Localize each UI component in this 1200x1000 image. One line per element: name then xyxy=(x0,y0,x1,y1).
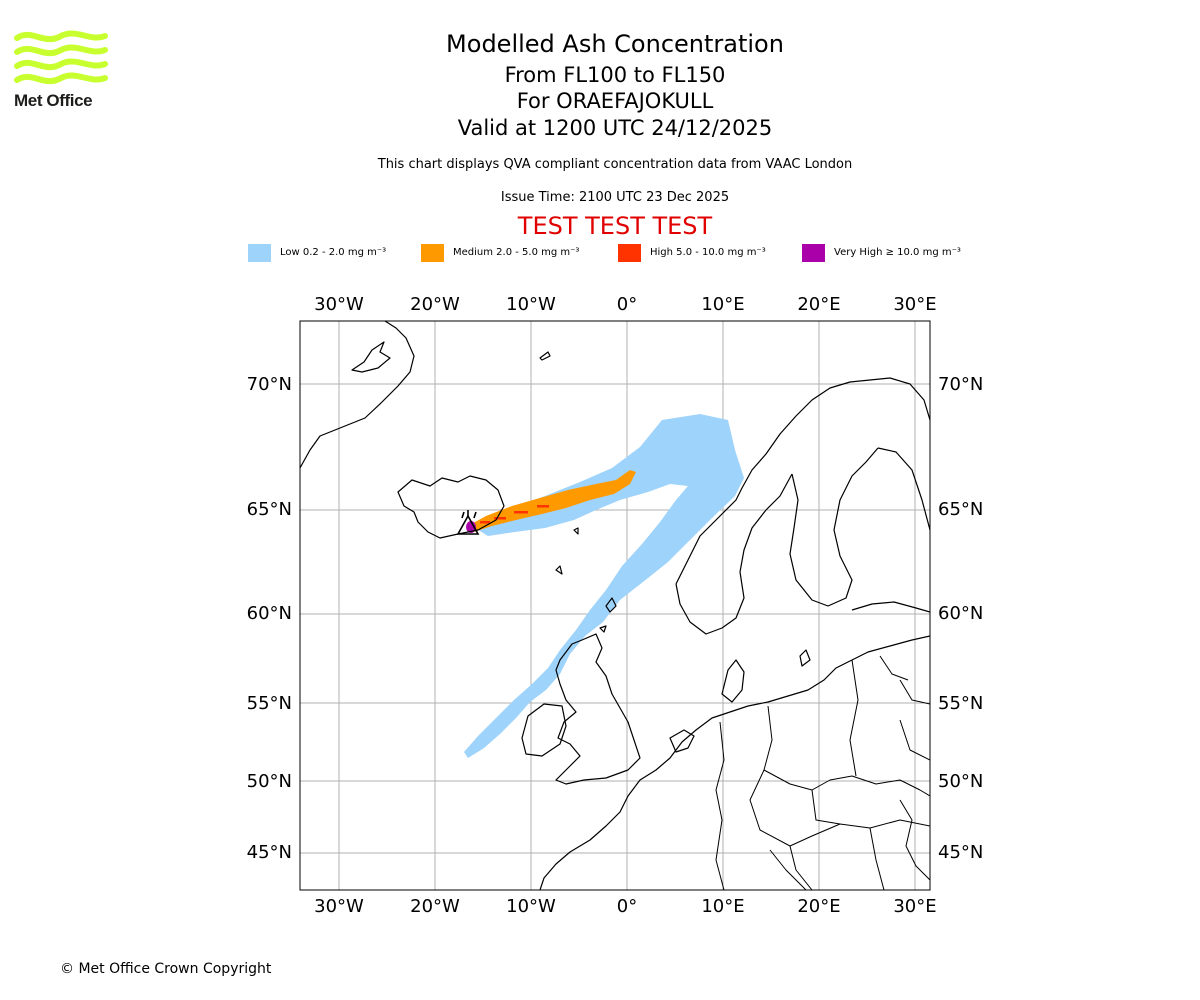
flight-levels: From FL100 to FL150 xyxy=(504,63,726,87)
lon-label-10w-bottom: 10°W xyxy=(506,896,556,917)
lon-label-20e: 20°E xyxy=(797,294,840,315)
legend-label-medium: Medium 2.0 - 5.0 mg m⁻³ xyxy=(453,247,580,258)
lon-label-30w: 30°W xyxy=(314,294,364,315)
lon-labels-bottom: 30°W 20°W 10°W 0° 10°E 20°E 30°E xyxy=(314,896,936,917)
legend-swatch-high xyxy=(618,244,641,262)
legend-swatch-low xyxy=(248,244,271,262)
lon-label-10e-bottom: 10°E xyxy=(701,896,744,917)
logo-wordmark: Met Office xyxy=(14,91,93,110)
lat-label-60n: 60°N xyxy=(247,603,292,624)
lon-label-0-bottom: 0° xyxy=(617,896,637,917)
legend-swatch-medium xyxy=(421,244,444,262)
compliance-note: This chart displays QVA compliant concen… xyxy=(377,157,853,172)
test-banner: TEST TEST TEST xyxy=(517,212,713,240)
ash-plume-very-high xyxy=(466,521,476,533)
issue-time: Issue Time: 2100 UTC 23 Dec 2025 xyxy=(500,190,730,205)
lat-label-45n-right: 45°N xyxy=(938,842,983,863)
lat-label-65n-right: 65°N xyxy=(938,499,983,520)
lon-label-10e: 10°E xyxy=(701,294,744,315)
lat-label-70n-right: 70°N xyxy=(938,374,983,395)
legend-label-low: Low 0.2 - 2.0 mg m⁻³ xyxy=(280,247,387,258)
lat-labels-right: 70°N 65°N 60°N 55°N 50°N 45°N xyxy=(938,374,983,863)
lon-label-0: 0° xyxy=(617,294,637,315)
lat-label-50n: 50°N xyxy=(247,771,292,792)
lat-labels-left: 70°N 65°N 60°N 55°N 50°N 45°N xyxy=(247,374,292,863)
volcano-icon xyxy=(456,510,480,535)
ash-plume-high xyxy=(480,505,549,524)
lat-label-55n-right: 55°N xyxy=(938,693,983,714)
map-frame xyxy=(299,320,931,891)
copyright-notice: © Met Office Crown Copyright xyxy=(60,961,272,977)
coastlines xyxy=(300,321,930,890)
lon-label-30w-bottom: 30°W xyxy=(314,896,364,917)
chart-title: Modelled Ash Concentration xyxy=(446,30,784,58)
lat-label-45n: 45°N xyxy=(247,842,292,863)
lat-label-70n: 70°N xyxy=(247,374,292,395)
lon-label-20e-bottom: 20°E xyxy=(797,896,840,917)
lon-label-30e: 30°E xyxy=(893,294,936,315)
legend-label-very-high: Very High ≥ 10.0 mg m⁻³ xyxy=(834,247,961,258)
lon-label-10w: 10°W xyxy=(506,294,556,315)
met-office-logo xyxy=(14,30,108,85)
lon-label-30e-bottom: 30°E xyxy=(893,896,936,917)
valid-time: Valid at 1200 UTC 24/12/2025 xyxy=(457,116,773,140)
map-gridlines xyxy=(300,321,930,890)
lon-label-20w-bottom: 20°W xyxy=(410,896,460,917)
lon-label-20w: 20°W xyxy=(410,294,460,315)
lon-labels-top: 30°W 20°W 10°W 0° 10°E 20°E 30°E xyxy=(314,294,936,315)
lat-label-65n: 65°N xyxy=(247,499,292,520)
ash-plume-low xyxy=(464,414,744,758)
ash-plume-medium xyxy=(466,470,636,532)
lat-label-50n-right: 50°N xyxy=(938,771,983,792)
lat-label-55n: 55°N xyxy=(247,693,292,714)
lat-label-60n-right: 60°N xyxy=(938,603,983,624)
legend-swatch-very-high xyxy=(802,244,825,262)
volcano-name: For ORAEFAJOKULL xyxy=(516,89,714,113)
legend-label-high: High 5.0 - 10.0 mg m⁻³ xyxy=(650,247,766,258)
